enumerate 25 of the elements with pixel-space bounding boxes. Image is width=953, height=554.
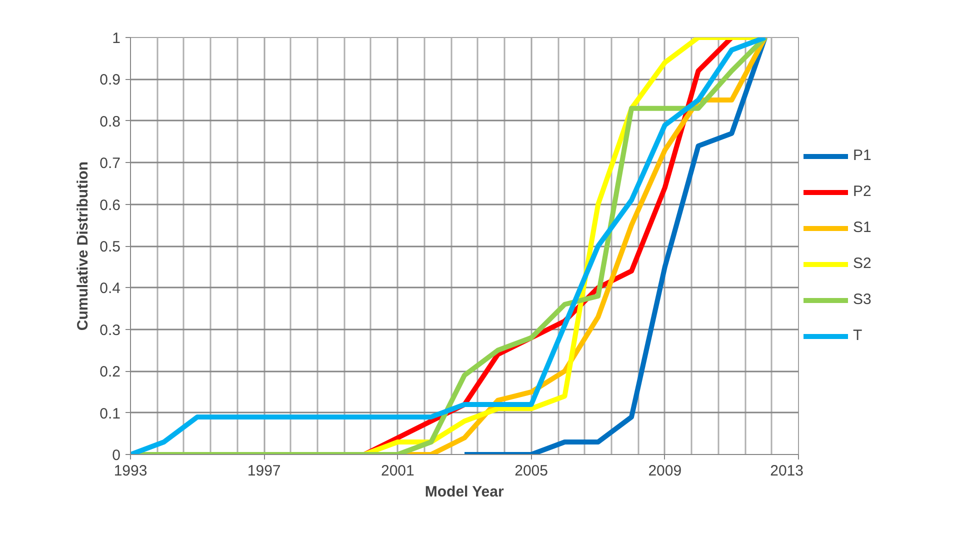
legend-label: P1 xyxy=(853,147,872,164)
y-tick-label: 0.8 xyxy=(100,113,121,130)
legend-label: T xyxy=(853,327,864,344)
legend-label: P2 xyxy=(853,183,872,200)
y-tick-label: 0.9 xyxy=(100,72,121,89)
y-tick-label: 0.4 xyxy=(100,280,121,298)
y-tick-label: 0.3 xyxy=(100,322,121,339)
y-axis-title: Cumulative Distribution xyxy=(74,161,92,331)
x-tick-label: 1997 xyxy=(247,462,281,480)
y-tick-label: 0.5 xyxy=(100,238,121,256)
x-tick-label: 1993 xyxy=(114,462,148,480)
legend-label: S3 xyxy=(853,291,872,308)
y-tick-label: 0.1 xyxy=(100,405,121,422)
x-tick-label: 2009 xyxy=(648,462,682,480)
y-tick-label: 0.7 xyxy=(100,155,121,172)
x-tick-label: 2013 xyxy=(770,462,804,480)
legend-label: S2 xyxy=(853,255,872,272)
x-axis-title: Model Year xyxy=(424,484,504,500)
y-tick-label: 0.2 xyxy=(100,364,121,381)
y-tick-label: 0.6 xyxy=(100,196,121,214)
legend-label: S1 xyxy=(853,219,872,236)
y-tick-label: 1 xyxy=(112,30,120,47)
x-tick-label: 2005 xyxy=(514,462,548,480)
x-tick-label: 2001 xyxy=(381,462,414,480)
y-tick-label: 0 xyxy=(112,447,120,464)
